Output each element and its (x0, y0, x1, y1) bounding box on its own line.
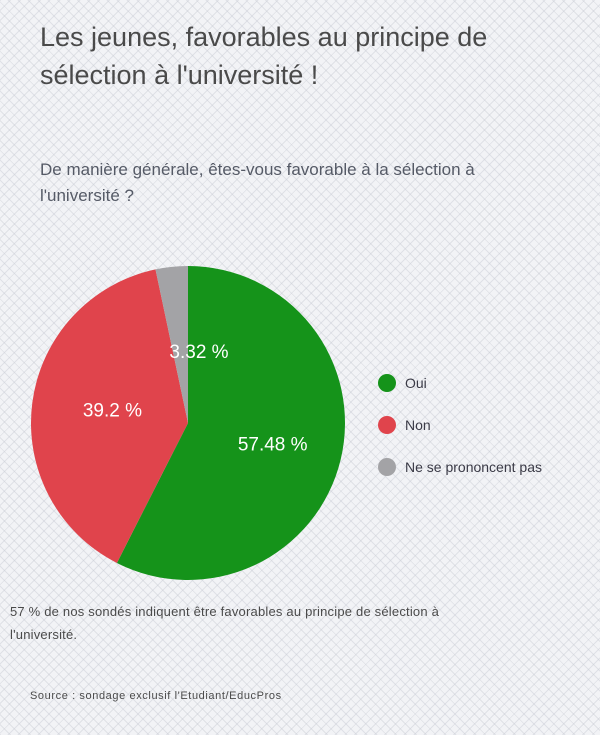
source-credit: Source : sondage exclusif l'Etudiant/Edu… (30, 690, 282, 702)
legend-label-non: Non (405, 416, 431, 433)
legend-item-non: Non (378, 414, 542, 435)
summary-note: 57 % de nos sondés indiquent être favora… (10, 604, 440, 642)
legend-swatch-non (378, 415, 396, 434)
legend-item-oui: Oui (378, 372, 542, 393)
pie-chart: 57.48 % 39.2 % 3.32 % (30, 266, 345, 580)
pie-slice-non (30, 269, 189, 563)
legend-label-oui: Oui (405, 374, 427, 391)
legend: Oui Non Ne se prononcent pas (378, 372, 542, 498)
chart-title: Les jeunes, favorables au principe de sé… (40, 22, 488, 90)
slice-label-oui: 57.48 % (238, 435, 308, 456)
legend-swatch-oui (378, 373, 396, 392)
legend-label-ne-se-prononcent-pas: Ne se prononcent pas (405, 458, 542, 475)
legend-item-ne-se-prononcent-pas: Ne se prononcent pas (378, 456, 542, 477)
survey-question: De manière générale, êtes-vous favorable… (40, 160, 475, 205)
slice-label-ne-se-prononcent-pas: 3.32 % (169, 342, 228, 363)
pie-slice-oui (116, 266, 345, 580)
pie-slice-ne-se-prononcent-pas (155, 266, 188, 423)
legend-swatch-ne-se-prononcent-pas (378, 457, 396, 476)
slice-label-non: 39.2 % (83, 401, 142, 422)
